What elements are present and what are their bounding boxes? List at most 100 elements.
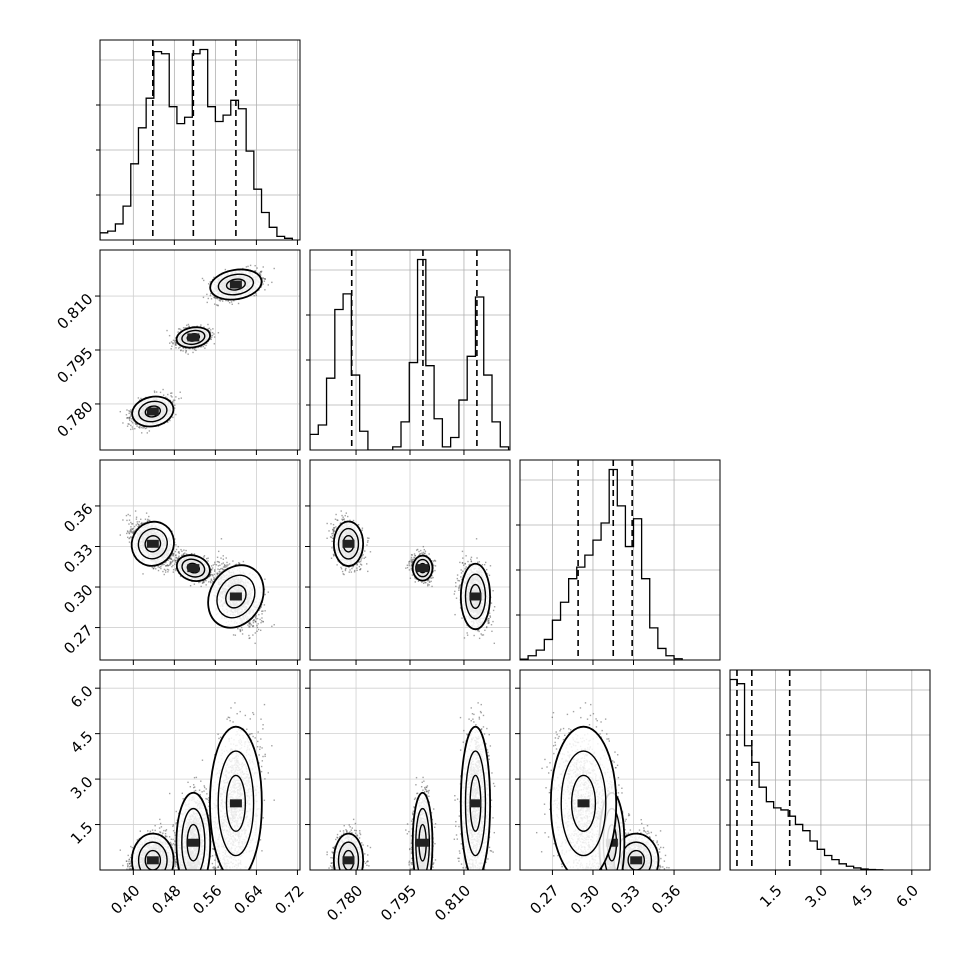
sample-point (262, 278, 263, 279)
sample-point (162, 389, 163, 390)
sample-point (173, 571, 174, 572)
sample-point (169, 335, 170, 336)
sample-point (222, 300, 223, 301)
sample-point (186, 325, 187, 326)
sample-point (186, 350, 187, 351)
sample-point (158, 570, 159, 571)
sample-point (162, 571, 163, 572)
sample-point (259, 272, 260, 273)
sample-point (200, 324, 201, 325)
sample-point (166, 330, 167, 331)
sample-point (171, 341, 172, 342)
sample-point (153, 568, 154, 569)
sample-point (178, 398, 179, 399)
sample-point (133, 528, 134, 529)
sample-point (254, 265, 255, 266)
sample-point (202, 278, 203, 279)
y-tick-label: 0.780 (53, 398, 96, 441)
sample-point (180, 329, 181, 330)
sample-point (159, 567, 160, 568)
sample-point (250, 265, 251, 266)
sample-point (203, 297, 204, 298)
y-tick-label: 0.810 (53, 290, 96, 333)
sample-point (126, 515, 127, 516)
sample-point (127, 530, 128, 531)
sample-point (142, 573, 143, 574)
sample-point (138, 397, 139, 398)
sample-point (206, 294, 207, 295)
density-core-2 (230, 281, 242, 289)
histogram-0 (100, 50, 292, 240)
sample-point (130, 429, 131, 430)
sample-point (169, 420, 170, 421)
sample-point (195, 350, 196, 351)
sample-point (264, 289, 265, 290)
sample-point (264, 281, 265, 282)
sample-point (126, 533, 127, 534)
sample-point (229, 302, 230, 303)
sample-point (129, 537, 130, 538)
sample-point (175, 344, 176, 345)
sample-point (156, 391, 157, 392)
sample-point (187, 353, 188, 354)
sample-point (220, 300, 221, 301)
sample-point (246, 266, 247, 267)
sample-point (139, 426, 140, 427)
sample-point (209, 328, 210, 329)
sample-point (261, 271, 262, 272)
sample-point (214, 303, 215, 304)
sample-point (175, 544, 176, 545)
sample-point (207, 302, 208, 303)
sample-point (129, 411, 130, 412)
sample-point (207, 324, 208, 325)
sample-point (131, 528, 132, 529)
sample-point (185, 352, 186, 353)
sample-point (204, 347, 205, 348)
sample-point (211, 298, 212, 299)
sample-point (140, 398, 141, 399)
sample-point (178, 347, 179, 348)
sample-point (262, 283, 263, 284)
sample-point (174, 400, 175, 401)
sample-point (247, 266, 248, 267)
sample-point (154, 392, 155, 393)
sample-point (256, 295, 257, 296)
sample-point (127, 417, 128, 418)
sample-point (212, 335, 213, 336)
sample-point (192, 352, 193, 353)
sample-point (173, 340, 174, 341)
sample-point (175, 347, 176, 348)
sample-point (132, 428, 133, 429)
sample-point (127, 537, 128, 538)
sample-point (208, 298, 209, 299)
sample-point (216, 304, 217, 305)
sample-point (208, 283, 209, 284)
sample-point (203, 280, 204, 281)
sample-point (167, 394, 168, 395)
sample-point (147, 432, 148, 433)
sample-point (145, 519, 146, 520)
density-core-0 (147, 408, 159, 416)
sample-point (175, 570, 176, 571)
sample-point (126, 414, 127, 415)
sample-point (129, 417, 130, 418)
sample-point (194, 349, 195, 350)
sample-point (128, 413, 129, 414)
sample-point (171, 392, 172, 393)
sample-point (188, 324, 189, 325)
sample-point (128, 532, 129, 533)
sample-point (218, 332, 219, 333)
sample-point (130, 415, 131, 416)
sample-point (254, 295, 255, 296)
sample-point (136, 518, 137, 519)
sample-point (177, 331, 178, 332)
sample-point (167, 571, 168, 572)
sample-point (180, 392, 181, 393)
sample-point (203, 346, 204, 347)
sample-point (160, 392, 161, 393)
sample-point (128, 514, 129, 515)
panel-frame (100, 40, 300, 240)
sample-point (188, 326, 189, 327)
